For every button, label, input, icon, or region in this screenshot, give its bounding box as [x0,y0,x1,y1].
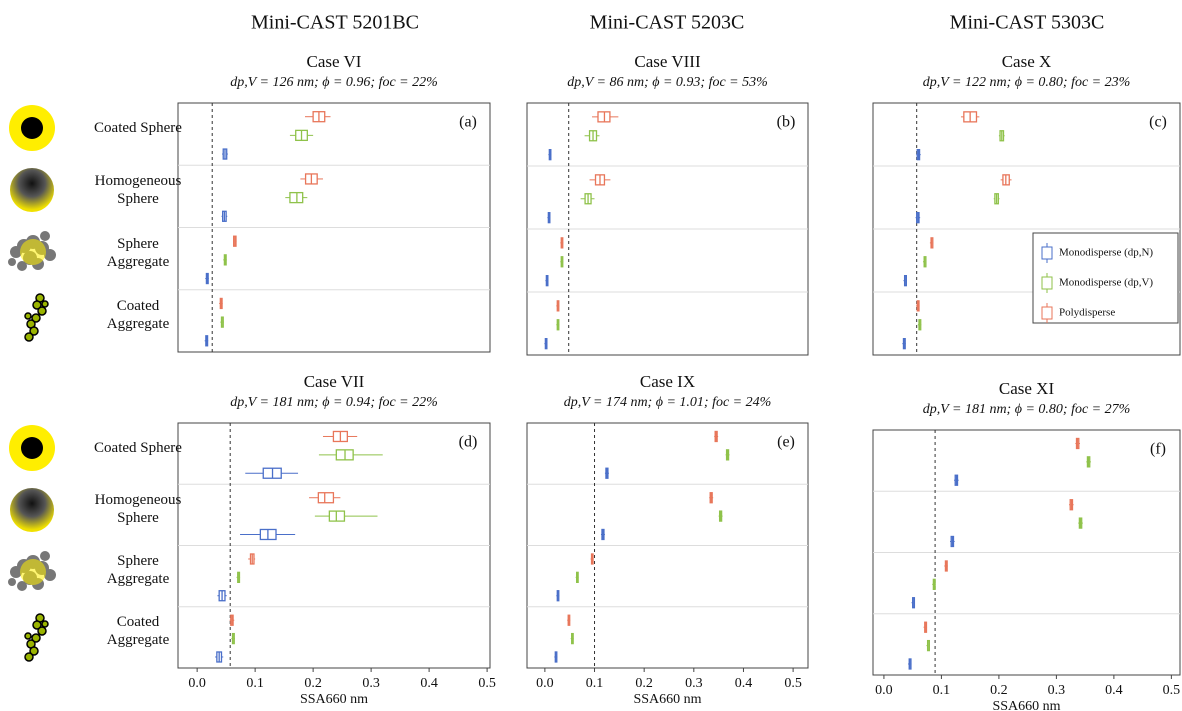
category-label: Homogeneous Sphere [94,491,182,526]
shape-icons [7,104,57,342]
category-label: Homogeneous Sphere [94,173,182,208]
x-tick-label: 0.0 [536,676,554,691]
panel-title: Case X [1002,52,1052,71]
x-tick-label: 0.1 [246,676,264,691]
panel-subtitle: dp,V = 181 nm; ϕ = 0.94; foc = 22% [230,395,438,410]
panel-label: (d) [459,434,478,451]
panel-title: Case IX [640,372,695,391]
x-tick-label: 0.0 [188,676,206,691]
x-tick-label: 0.5 [478,676,496,691]
panel-subtitle: dp,V = 126 nm; ϕ = 0.96; foc = 22% [230,75,438,90]
panel-label: (a) [459,114,477,131]
panel-title: Case VI [307,52,362,71]
column-title: Mini-CAST 5201BC [251,12,419,34]
panel-title: Case VII [304,372,365,391]
category-label: Coated Aggregate [106,297,170,332]
panel-label: (e) [777,434,795,451]
category-label: Coated Sphere [94,439,182,456]
panel-label: (b) [777,114,796,131]
column-title: Mini-CAST 5203C [590,12,745,34]
panel-subtitle: dp,V = 181 nm; ϕ = 0.80; foc = 27% [923,402,1131,417]
x-tick-label: 0.1 [933,683,951,698]
x-tick-label: 0.0 [875,683,893,698]
panel-title: Case XI [999,379,1055,398]
column-title: Mini-CAST 5303C [950,12,1105,34]
category-label: Sphere Aggregate [106,235,170,270]
legend-label: Monodisperse (dp,V) [1059,277,1153,289]
category-label: Coated Sphere [94,120,182,137]
panel-subtitle: dp,V = 174 nm; ϕ = 1.01; foc = 24% [564,395,772,410]
x-tick-label: 0.5 [784,676,802,691]
x-tick-label: 0.3 [685,676,703,691]
panel-subtitle: dp,V = 122 nm; ϕ = 0.80; foc = 23% [923,75,1131,90]
x-tick-label: 0.2 [990,683,1008,698]
shape-icons [7,424,57,662]
legend-swatch [1041,246,1053,260]
legend-swatch [1041,276,1053,290]
x-axis-label: SSA660 nm [992,699,1060,711]
legend-frame [1032,232,1179,324]
panel-subtitle: dp,V = 86 nm; ϕ = 0.93; foc = 53% [567,75,768,90]
category-label: Coated Aggregate [106,614,170,649]
panel-title: Case VIII [634,52,701,71]
x-tick-label: 0.4 [735,676,753,691]
x-axis-label: SSA660 nm [300,692,368,707]
legend-swatch [1041,306,1053,320]
x-tick-label: 0.3 [362,676,380,691]
legend-label: Polydisperse [1059,307,1115,319]
x-tick-label: 0.3 [1048,683,1066,698]
legend-label: Monodisperse (dp,N) [1059,247,1153,259]
panel-label: (f) [1150,441,1166,458]
x-tick-label: 0.5 [1163,683,1181,698]
x-axis-label: SSA660 nm [633,692,701,707]
x-tick-label: 0.4 [1105,683,1123,698]
x-tick-label: 0.1 [586,676,604,691]
x-tick-label: 0.4 [420,676,438,691]
panel-label: (c) [1149,114,1167,131]
x-tick-label: 0.2 [304,676,322,691]
x-tick-label: 0.2 [635,676,653,691]
category-label: Sphere Aggregate [106,553,170,588]
box [317,492,335,504]
